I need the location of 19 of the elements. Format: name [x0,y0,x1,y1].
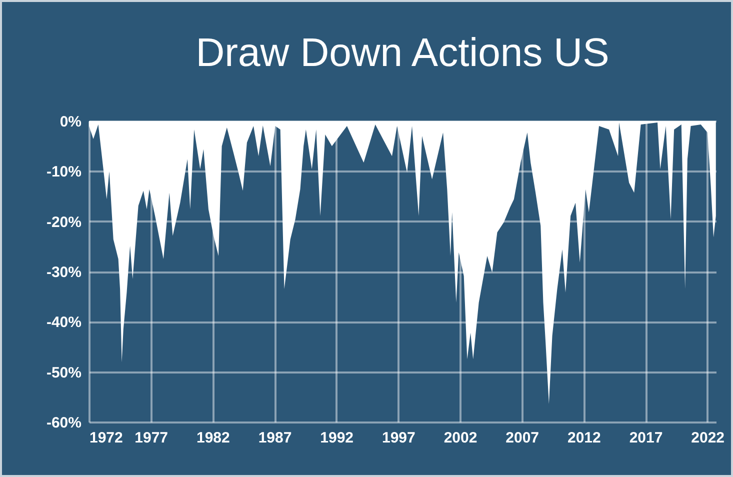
x-tick-label: 2007 [506,430,540,446]
y-tick-label: 0% [60,114,82,130]
chart-title: Draw Down Actions US [196,31,610,75]
x-tick-label: 1992 [320,430,354,446]
x-tick-label: 1982 [196,430,230,446]
y-tick-label: -40% [46,314,82,332]
y-tick-label: -60% [46,414,82,432]
x-tick-label: 1977 [134,430,168,446]
x-tick-label: 1987 [258,430,292,446]
y-tick-label: -50% [46,364,82,382]
x-tick-label: 1997 [382,430,416,446]
x-tick-label: 2022 [691,430,725,446]
x-tick-label: 2017 [629,430,663,446]
x-tick-label: 2002 [444,430,478,446]
x-tick-label: 2012 [567,430,601,446]
y-tick-label: -20% [46,214,82,231]
y-tick-label: -10% [46,164,82,181]
x-tick-label: 1972 [90,430,123,446]
y-tick-label: -30% [46,264,82,281]
